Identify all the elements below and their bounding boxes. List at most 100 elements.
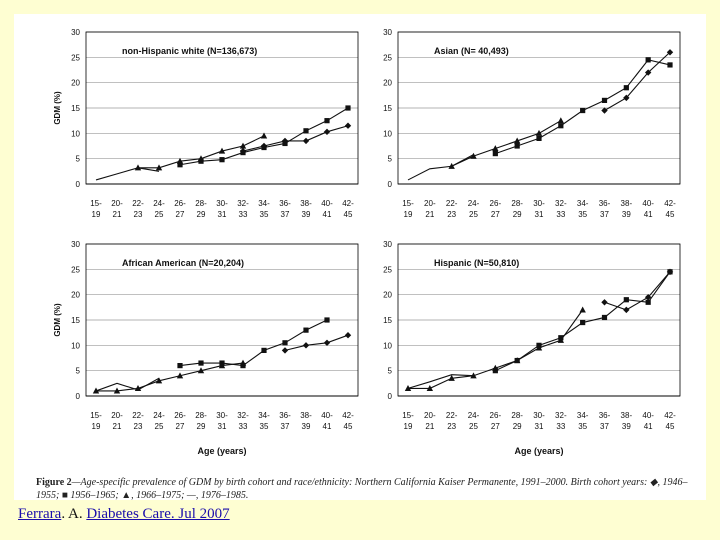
- chart-title: Asian (N= 40,493): [434, 46, 509, 56]
- data-point-triangle: [448, 374, 455, 381]
- x-tick-label-line: 41: [323, 422, 332, 431]
- data-point-square: [667, 269, 673, 275]
- x-tick-label-line: 34-: [577, 411, 589, 420]
- x-tick-label-line: 22-: [132, 411, 144, 420]
- x-tick-label: 34-35: [577, 411, 589, 431]
- data-point-triangle: [426, 385, 434, 391]
- data-point-triangle: [557, 117, 565, 124]
- y-tick-label: 25: [383, 53, 392, 62]
- y-tick-label: 10: [383, 129, 392, 138]
- x-tick-label-line: 35: [260, 422, 269, 431]
- x-tick-label-line: 39: [302, 210, 311, 219]
- x-tick-label: 34-35: [258, 199, 270, 219]
- data-point-diamond: [302, 137, 310, 145]
- y-tick-label: 5: [388, 155, 393, 164]
- x-tick-label: 15-19: [402, 411, 414, 431]
- x-tick-label-line: 30-: [216, 411, 228, 420]
- x-tick-label-line: 33: [239, 422, 248, 431]
- y-tick-label: 10: [383, 341, 392, 350]
- x-tick-label: 30-31: [216, 199, 228, 219]
- x-tick-label-line: 39: [622, 422, 631, 431]
- x-tick-label-line: 28-: [195, 199, 207, 208]
- x-tick-label: 24-25: [468, 411, 480, 431]
- data-point-diamond: [344, 332, 352, 339]
- x-tick-label-line: 20-: [111, 411, 123, 420]
- x-tick-label: 32-33: [555, 199, 567, 219]
- data-point-triangle: [155, 377, 163, 384]
- x-tick-label: 26-27: [174, 411, 186, 431]
- x-tick-label: 24-25: [153, 199, 165, 219]
- data-point-triangle: [239, 142, 247, 149]
- x-tick-label-line: 45: [666, 422, 675, 431]
- x-tick-label-line: 37: [281, 210, 290, 219]
- x-tick-label-line: 31: [218, 210, 227, 219]
- series-diamond: [601, 268, 674, 314]
- x-tick-label-line: 38-: [621, 411, 633, 420]
- x-tick-label-line: 33: [556, 210, 565, 219]
- series-line: [451, 120, 562, 167]
- series-diamond: [281, 332, 352, 354]
- citation-journal-link[interactable]: Diabetes Care. Jul 2007: [86, 506, 230, 522]
- x-tick-label-line: 26-: [174, 411, 186, 420]
- x-tick-label-line: 29: [197, 210, 206, 219]
- x-tick-label: 24-25: [468, 199, 480, 219]
- chart-panel-2: 05101520253015-1920-2122-2324-2526-2728-…: [383, 28, 681, 219]
- citation-author-link[interactable]: Ferrara: [18, 506, 62, 522]
- series-triangle: [92, 359, 247, 394]
- series-none: [95, 377, 160, 392]
- data-point-diamond: [601, 107, 608, 114]
- data-point-triangle: [513, 137, 521, 144]
- x-tick-label-line: 34-: [258, 199, 270, 208]
- x-tick-label-line: 31: [535, 422, 544, 431]
- x-tick-label-line: 34-: [258, 411, 270, 420]
- y-tick-label: 15: [383, 316, 392, 325]
- x-tick-label-line: 30-: [216, 199, 228, 208]
- caption-text: —Age-specific prevalence of GDM by birth…: [36, 477, 688, 501]
- y-tick-label: 15: [71, 316, 80, 325]
- x-tick-label-line: 23: [134, 210, 143, 219]
- x-tick-label-line: 19: [404, 210, 413, 219]
- y-tick-label: 20: [383, 79, 392, 88]
- data-point-square: [492, 151, 498, 157]
- x-tick-label: 42-45: [664, 411, 676, 431]
- data-point-triangle: [513, 357, 521, 364]
- x-tick-label: 40-41: [642, 199, 654, 219]
- data-point-triangle: [218, 362, 226, 369]
- x-tick-label: 36-37: [599, 411, 611, 431]
- x-tick-label: 42-45: [342, 411, 354, 431]
- chart-title: Hispanic (N=50,810): [434, 258, 519, 268]
- data-point-triangle: [557, 336, 565, 343]
- data-point-triangle: [176, 157, 184, 164]
- x-tick-label: 30-31: [533, 411, 545, 431]
- x-tick-label-line: 31: [535, 210, 544, 219]
- x-tick-label-line: 37: [600, 422, 609, 431]
- data-point-square: [198, 360, 204, 366]
- series-square: [177, 317, 330, 369]
- x-tick-label-line: 38-: [621, 199, 633, 208]
- x-tick-label-line: 36-: [599, 411, 611, 420]
- x-tick-label: 22-23: [132, 199, 144, 219]
- x-tick-label-line: 35: [260, 210, 269, 219]
- plot-frame: [85, 243, 359, 397]
- x-tick-label: 38-39: [621, 411, 633, 431]
- x-tick-label-line: 42-: [342, 199, 354, 208]
- y-tick-label: 30: [383, 240, 392, 249]
- x-tick-label-line: 22-: [446, 411, 458, 420]
- y-tick-label: 5: [76, 367, 81, 376]
- x-tick-label-line: 20-: [424, 199, 436, 208]
- x-tick-label: 26-27: [490, 411, 502, 431]
- x-tick-label-line: 30-: [533, 199, 545, 208]
- x-tick-label-line: 24-: [468, 199, 480, 208]
- x-tick-label-line: 34-: [577, 199, 589, 208]
- x-tick-label: 32-33: [555, 411, 567, 431]
- x-tick-label-line: 41: [644, 422, 653, 431]
- data-point-square: [261, 347, 267, 353]
- x-tick-label-line: 21: [113, 422, 122, 431]
- y-tick-label: 0: [76, 392, 81, 401]
- x-tick-label-line: 28-: [511, 411, 523, 420]
- x-tick-label: 32-33: [237, 411, 249, 431]
- x-tick-label-line: 19: [404, 422, 413, 431]
- x-tick-label-line: 15-: [90, 199, 102, 208]
- x-tick-label-line: 23: [447, 422, 456, 431]
- x-tick-label-line: 21: [425, 422, 434, 431]
